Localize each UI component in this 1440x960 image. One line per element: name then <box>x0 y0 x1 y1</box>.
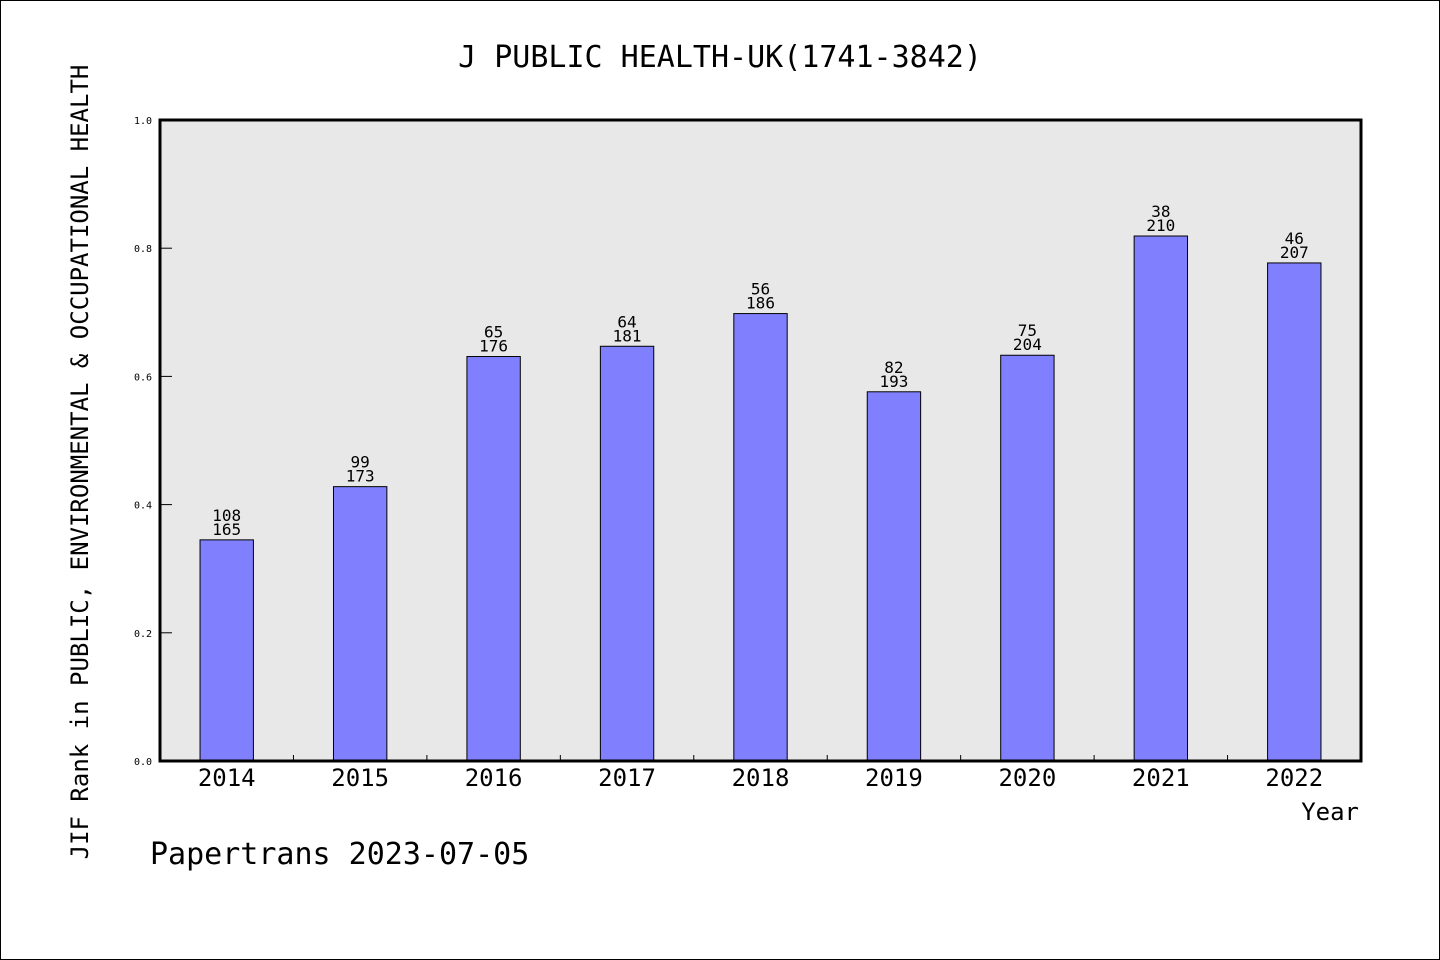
x-tick-label: 2017 <box>598 764 656 792</box>
bar-total-label: 210 <box>1146 216 1175 235</box>
bar-rank-label: 75 <box>1018 321 1037 340</box>
bar-total-label: 204 <box>1013 335 1042 354</box>
bar-rank-label: 108 <box>212 506 241 525</box>
bar-2020 <box>1000 354 1055 762</box>
bar-total-label: 193 <box>879 372 908 391</box>
plot-border <box>158 118 1363 763</box>
x-tick-label: 2020 <box>998 764 1056 792</box>
x-tick-label: 2015 <box>331 764 389 792</box>
bar-rank-label: 82 <box>884 358 903 377</box>
bar-2017 <box>599 345 655 762</box>
bar-rank-label: 99 <box>351 453 370 472</box>
bar-2018 <box>733 313 788 762</box>
y-axis-ticks: 0.0 0.2 0.4 0.6 0.8 1.0 <box>134 116 172 768</box>
bar-2022 <box>1267 262 1322 762</box>
bar-total-label: 173 <box>346 467 375 486</box>
bar-total-label: 186 <box>746 294 775 313</box>
bar-2021 <box>1133 235 1189 762</box>
y-tick-label: 0.8 <box>134 244 152 255</box>
y-tick-label: 0.6 <box>134 372 152 383</box>
bar-2014 <box>199 539 254 762</box>
x-axis-ticks: 2014 2015 2016 2017 2018 2019 2020 2021 2022 <box>198 755 1323 792</box>
credit-text: Papertrans 2023-07-05 <box>150 837 529 872</box>
y-tick-label: 0.0 <box>134 757 152 768</box>
x-tick-label: 2022 <box>1265 764 1323 792</box>
bar-rank-label: 65 <box>484 323 503 342</box>
chart-title: J PUBLIC HEALTH-UK(1741-3842) <box>458 40 982 75</box>
bar-rank-label: 46 <box>1285 229 1304 248</box>
bar-rank-label: 56 <box>751 280 770 299</box>
y-tick-label: 0.2 <box>134 629 152 640</box>
bar-rank-label: 38 <box>1151 202 1170 221</box>
bar-2016 <box>466 356 521 762</box>
y-axis-label: JIF Rank in PUBLIC, ENVIRONMENTAL & OCCU… <box>66 65 94 860</box>
x-tick-label: 2016 <box>465 764 523 792</box>
y-tick-label: 1.0 <box>134 116 152 127</box>
bar-2015 <box>332 486 388 762</box>
bar-rank-label: 64 <box>617 312 636 331</box>
x-tick-label: 2019 <box>865 764 923 792</box>
bar-total-label: 165 <box>212 520 241 539</box>
bar-total-label: 207 <box>1280 243 1309 262</box>
x-tick-label: 2018 <box>732 764 790 792</box>
x-axis-label: Year <box>1301 798 1359 826</box>
bar-2019 <box>866 391 922 762</box>
x-tick-label: 2021 <box>1132 764 1190 792</box>
y-tick-label: 0.4 <box>134 501 152 512</box>
bar-total-label: 181 <box>613 326 642 345</box>
x-tick-label: 2014 <box>198 764 256 792</box>
bar-total-label: 176 <box>479 337 508 356</box>
